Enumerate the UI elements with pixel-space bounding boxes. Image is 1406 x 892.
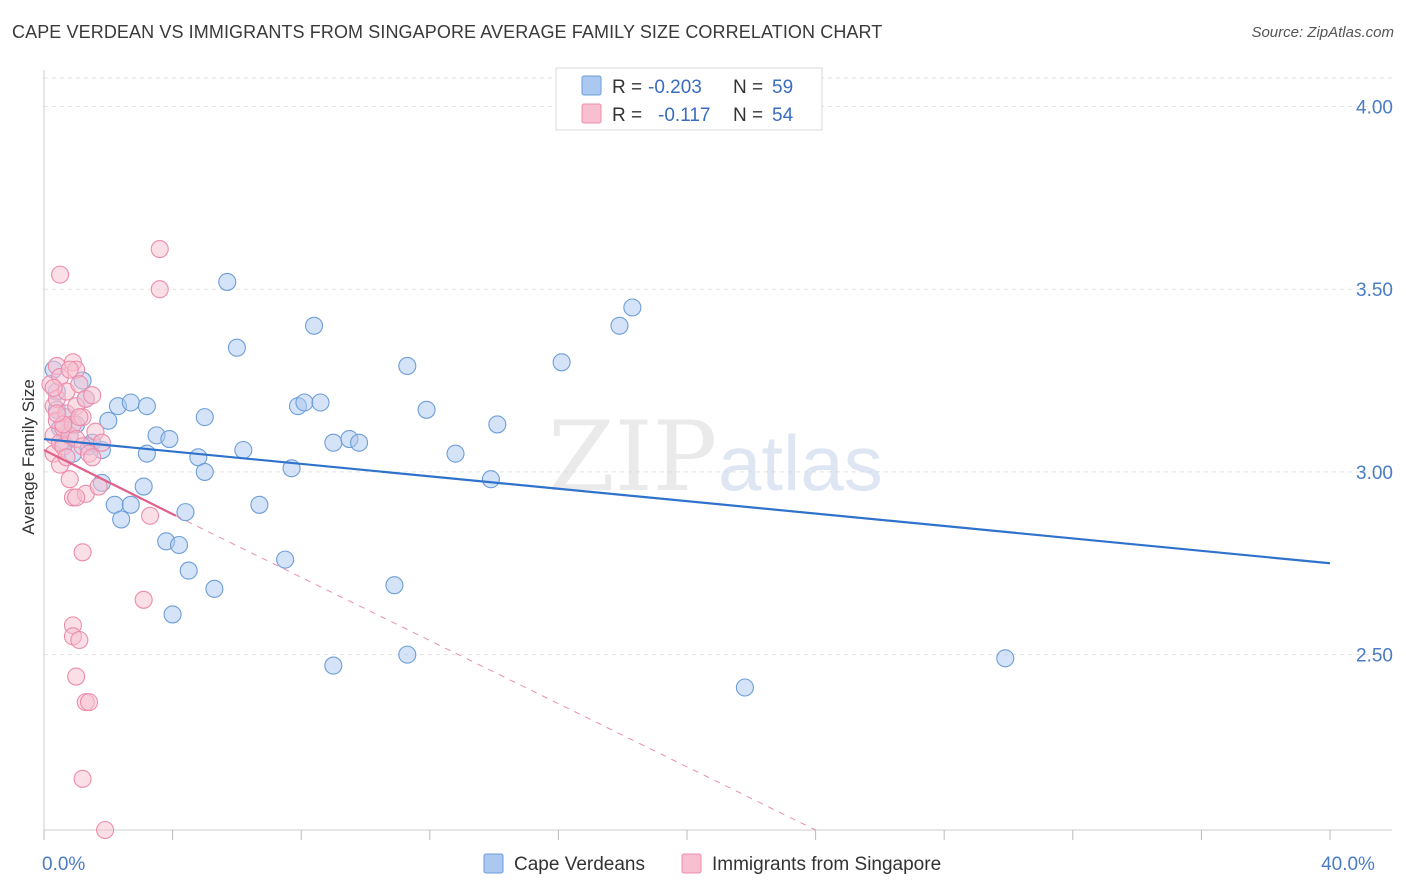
singapore-point-43 <box>141 506 160 525</box>
singapore-point-45 <box>150 280 169 299</box>
cape-verdean-point-35 <box>218 272 237 291</box>
cape-verdean-point-58 <box>623 298 642 317</box>
watermark-zip: ZIP <box>548 401 717 513</box>
singapore-point-53 <box>83 448 102 467</box>
trend-layer <box>43 437 1331 831</box>
source-label: Source: ZipAtlas.com <box>1251 24 1394 41</box>
cape-verdean-point-44 <box>311 393 330 412</box>
cape-verdean-point-46 <box>324 433 343 452</box>
chart-title: CAPE VERDEAN VS IMMIGRANTS FROM SINGAPOR… <box>12 22 883 42</box>
cape-verdean-point-56 <box>552 353 571 372</box>
trend-line-singapore-extension <box>175 515 816 831</box>
cape-verdean-point-50 <box>398 356 417 376</box>
trend-line-singapore <box>43 449 177 517</box>
trend-line-cape-verdeans <box>43 437 1331 565</box>
singapore-point-42 <box>134 590 153 609</box>
cape-verdean-point-60 <box>996 649 1015 668</box>
cape-verdean-point-37 <box>234 440 253 460</box>
legend-n-value-1: 59 <box>772 77 793 98</box>
cape-verdean-point-54 <box>488 415 507 434</box>
singapore-point-39 <box>73 543 92 562</box>
cape-verdean-point-23 <box>137 397 156 416</box>
bottom-legend-label-cape-verdeans: Cape Verdeans <box>514 854 645 875</box>
legend-r-value-1: -0.203 <box>648 77 702 98</box>
cape-verdean-point-36 <box>227 338 246 357</box>
y-tick-label-3.50: 3.50 <box>1356 280 1393 301</box>
y-tick-label-2.50: 2.50 <box>1356 646 1393 667</box>
cape-verdean-point-30 <box>179 561 198 580</box>
cape-verdean-point-34 <box>205 579 224 598</box>
legend-r-label-1: R = <box>612 77 642 98</box>
y-axis-label: Average Family Size <box>19 379 38 535</box>
y-tick-label-4.00: 4.00 <box>1356 98 1393 119</box>
points-layer <box>41 239 1015 840</box>
singapore-point-44 <box>150 239 169 259</box>
x-tick-label-0: 0.0% <box>42 854 85 875</box>
singapore-point-32 <box>51 265 70 284</box>
cape-verdean-point-33 <box>195 408 214 427</box>
singapore-point-35 <box>67 667 86 686</box>
cape-verdean-point-53 <box>446 444 465 463</box>
bottom-legend-label-singapore: Immigrants from Singapore <box>712 854 941 875</box>
singapore-point-36 <box>70 630 89 650</box>
cape-verdean-point-55 <box>481 470 500 489</box>
cape-verdean-point-15 <box>99 411 118 430</box>
cape-verdean-point-52 <box>417 400 436 419</box>
cape-verdean-point-20 <box>121 495 140 514</box>
bottom-legend-swatch-blue <box>483 853 504 874</box>
singapore-point-15 <box>60 470 79 489</box>
x-tick-label-40: 40.0% <box>1321 854 1375 875</box>
singapore-point-51 <box>70 408 89 427</box>
singapore-point-49 <box>44 378 63 397</box>
legend-r-label-2: R = <box>612 105 642 126</box>
legend-n-label-1: N = <box>733 77 763 98</box>
bottom-legend-swatch-pink <box>681 853 702 874</box>
cape-verdean-point-27 <box>163 605 182 624</box>
cape-verdean-point-18 <box>112 510 131 529</box>
cape-verdean-point-45 <box>324 656 343 675</box>
legend-swatch-pink <box>581 103 602 124</box>
cape-verdean-point-57 <box>610 316 629 335</box>
cape-verdean-point-48 <box>350 433 369 452</box>
cape-verdean-point-29 <box>176 503 195 522</box>
cape-verdean-point-28 <box>169 535 189 555</box>
cape-verdean-point-42 <box>295 393 314 412</box>
watermark: ZIP atlas <box>548 401 883 513</box>
legend-r-value-2: -0.117 <box>658 105 710 126</box>
cape-verdean-point-38 <box>250 495 269 514</box>
cape-verdean-point-32 <box>195 462 214 481</box>
y-tick-label-3.00: 3.00 <box>1356 463 1393 484</box>
singapore-point-40 <box>73 769 92 788</box>
axis-layer: 2.50 3.00 3.50 4.00 0.0% 40.0% <box>42 70 1393 875</box>
top-legend: R = -0.203 N = 59 R = -0.117 N = 54 <box>555 67 823 131</box>
cape-verdean-point-43 <box>305 316 324 335</box>
cape-verdean-point-51 <box>398 645 417 664</box>
legend-n-label-2: N = <box>733 105 763 126</box>
bottom-legend: Cape Verdeans Immigrants from Singapore <box>483 853 941 875</box>
singapore-point-50 <box>67 488 86 507</box>
watermark-atlas: atlas <box>718 419 883 507</box>
singapore-point-31 <box>92 433 111 452</box>
cape-verdean-point-19 <box>121 393 140 412</box>
legend-n-value-2: 54 <box>772 105 794 126</box>
singapore-point-41 <box>96 820 115 840</box>
singapore-point-38 <box>79 693 99 712</box>
singapore-point-48 <box>47 404 66 423</box>
cape-verdean-point-39 <box>276 550 295 569</box>
cape-verdean-point-21 <box>134 477 153 496</box>
grid-layer <box>44 77 1392 656</box>
cape-verdean-point-49 <box>385 576 404 595</box>
cape-verdean-point-59 <box>735 678 754 697</box>
cape-verdean-point-26 <box>160 429 179 449</box>
singapore-point-28 <box>83 386 102 405</box>
singapore-point-52 <box>60 360 79 379</box>
legend-swatch-blue <box>581 75 602 96</box>
